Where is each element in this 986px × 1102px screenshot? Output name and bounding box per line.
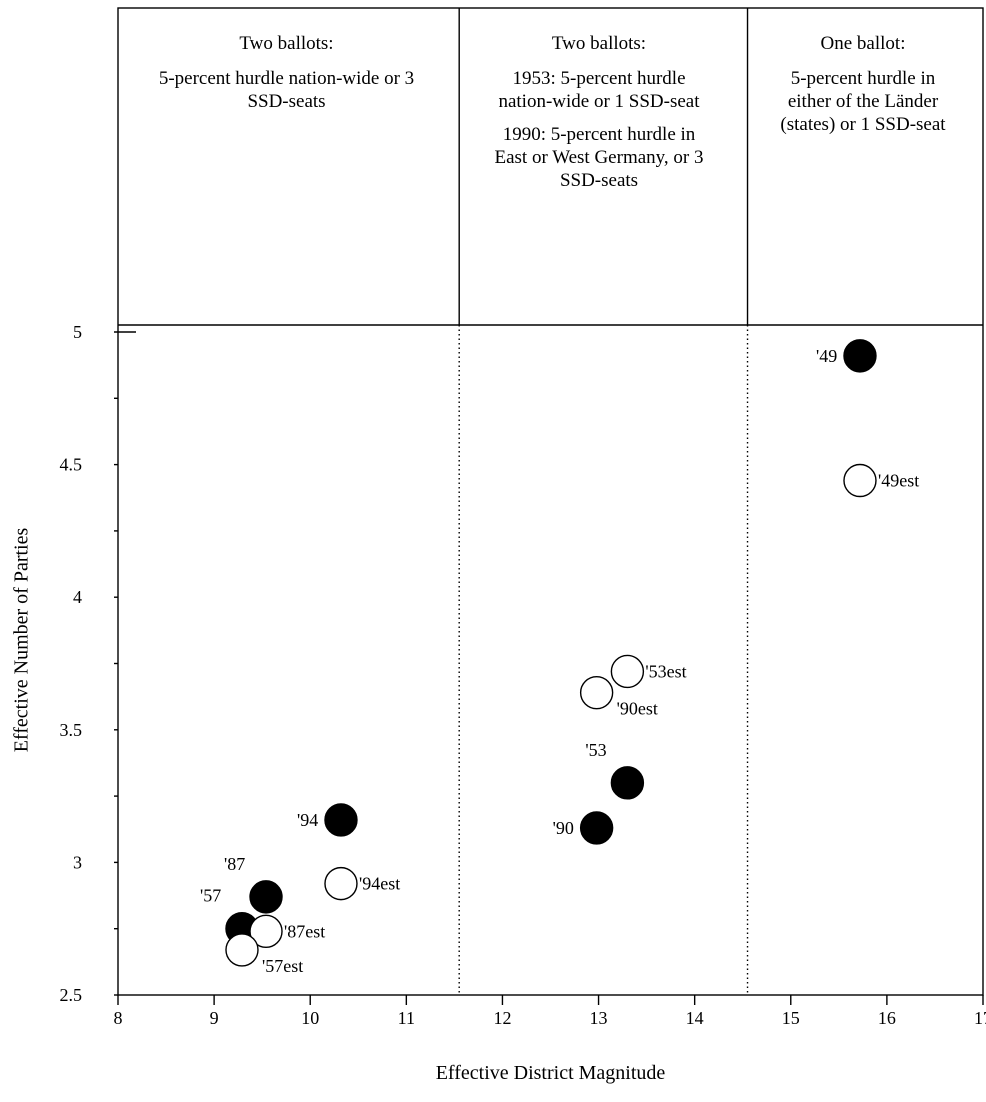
plot-frame — [117, 7, 984, 996]
point-label: '57est — [262, 956, 303, 976]
data-points — [225, 339, 877, 967]
x-tick-label: 10 — [301, 1008, 319, 1028]
point-label: '53est — [645, 661, 686, 681]
panel-title: One ballot: — [820, 33, 906, 54]
point-label: '94est — [359, 874, 400, 894]
panel-two-ballots-left: Two ballots: 5-percent hurdle nation-wid… — [118, 32, 455, 123]
point-label: '94 — [297, 810, 318, 830]
y-tick-label: 4.5 — [60, 455, 83, 475]
x-tick-label: 12 — [493, 1008, 511, 1028]
y-tick-label: 3.5 — [60, 720, 83, 740]
x-tick-label: 11 — [398, 1008, 415, 1028]
point-est-87est — [249, 914, 283, 949]
x-tick-label: 9 — [210, 1008, 219, 1028]
region-dividers — [458, 8, 749, 995]
point-label: '90est — [617, 699, 658, 719]
panel-title: Two ballots: — [239, 33, 334, 54]
x-tick-label: 17 — [974, 1008, 986, 1028]
y-axis: 2.5 3 3.5 4 4.5 5 — [60, 322, 136, 1005]
point-label: '49est — [878, 471, 919, 491]
point-90 — [579, 811, 614, 845]
y-axis-label: Effective Number of Parties — [10, 527, 33, 753]
y-tick-label: 5 — [73, 322, 82, 342]
panel-description: 5-percent hurdle nation-wide or 3 SSD-se… — [158, 68, 415, 112]
panel-one-ballot: One ballot: 5-percent hurdle in either o… — [743, 32, 983, 146]
point-est-53est — [610, 654, 645, 689]
point-label: '57 — [200, 886, 221, 906]
point-94 — [324, 803, 358, 837]
point-49 — [843, 339, 877, 373]
panel-description-1953: 1953: 5-percent hurdle nation-wide or 1 … — [498, 68, 700, 112]
point-label: '90 — [553, 818, 574, 838]
panel-title: Two ballots: — [551, 33, 647, 54]
point-label: '53 — [585, 740, 606, 760]
point-est-57est — [225, 933, 259, 967]
x-tick-label: 14 — [686, 1008, 704, 1028]
x-axis-label: Effective District Magnitude — [435, 1062, 666, 1084]
x-tick-label: 13 — [590, 1008, 608, 1028]
point-est-49est — [843, 463, 877, 498]
panel-description-1990: 1990: 5-percent hurdle in East or West G… — [494, 124, 704, 191]
point-est-94est — [324, 866, 358, 901]
panel-two-ballots-middle: Two ballots: 1953: 5-percent hurdle nati… — [455, 32, 743, 202]
point-labels: '49 '53 '90 '94 '87'57 '49est '53est '90est '94e… — [200, 346, 919, 976]
point-53 — [610, 766, 645, 800]
x-tick-label: 15 — [782, 1008, 800, 1028]
outer-border — [117, 7, 984, 996]
point-est-90est — [579, 675, 614, 710]
y-tick-label: 2.5 — [60, 985, 83, 1005]
x-tick-label: 8 — [114, 1008, 123, 1028]
x-axis: 8 9 10 11 12 13 14 15 16 17 — [114, 995, 986, 1028]
x-tick-label: 16 — [878, 1008, 896, 1028]
point-label: '87est — [284, 921, 325, 941]
point-label: '87 — [224, 854, 245, 874]
panel-description: 5-percent hurdle in either of the Länder… — [780, 68, 946, 135]
point-label: '49 — [816, 346, 837, 366]
y-tick-label: 3 — [73, 852, 82, 872]
y-tick-label: 4 — [73, 587, 82, 607]
point-87 — [249, 880, 283, 914]
